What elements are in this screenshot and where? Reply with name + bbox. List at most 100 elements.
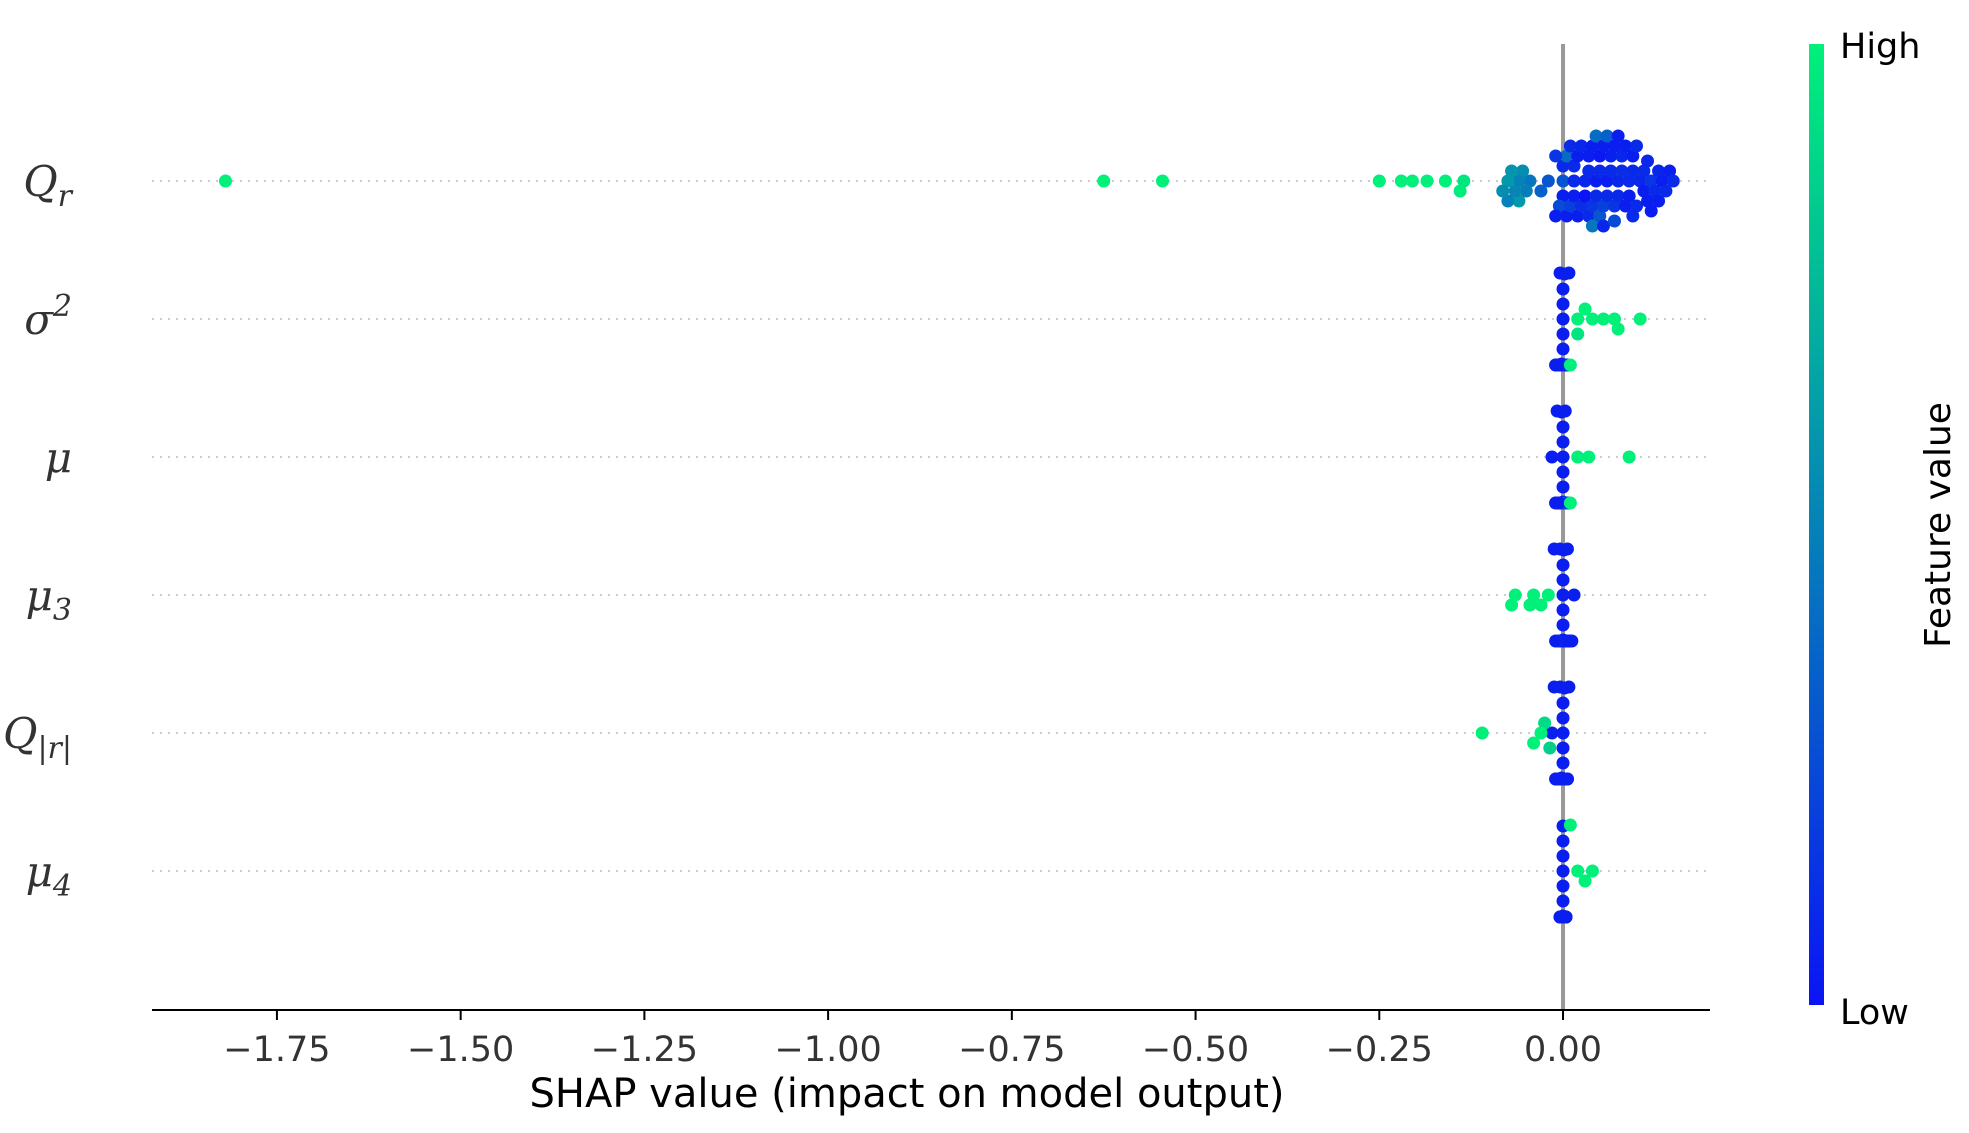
- shap-point: [1585, 864, 1599, 878]
- feature-label-subscript: r: [58, 179, 74, 214]
- shap-point: [1563, 496, 1577, 510]
- feature-label-base: Q: [3, 709, 37, 758]
- shap-point: [1618, 199, 1632, 213]
- shap-point: [1622, 189, 1636, 203]
- shap-point: [1547, 680, 1561, 694]
- shap-point: [1596, 199, 1610, 213]
- shap-point: [1571, 450, 1585, 464]
- shap-point: [1578, 874, 1592, 888]
- shap-point: [1508, 588, 1522, 602]
- shap-point: [1593, 164, 1607, 178]
- feature-label-subscript: 3: [53, 593, 72, 628]
- shap-point: [1438, 174, 1452, 188]
- row-gridlines: [152, 180, 1710, 872]
- shap-point: [1556, 282, 1570, 296]
- shap-point: [1550, 404, 1564, 418]
- feature-label-base: μ: [26, 847, 53, 896]
- shap-point: [1571, 327, 1585, 341]
- shap-point: [1563, 199, 1577, 213]
- shap-point: [1622, 174, 1636, 188]
- shap-point: [1596, 139, 1610, 153]
- shap-point: [1567, 174, 1581, 188]
- shap-point: [1523, 598, 1537, 612]
- shap-point: [1549, 209, 1563, 223]
- shap-point: [1641, 194, 1655, 208]
- shap-point: [1394, 174, 1408, 188]
- shap-point: [1541, 588, 1555, 602]
- shap-point: [1611, 129, 1625, 143]
- shap-point: [1556, 849, 1570, 863]
- shap-point: [1604, 164, 1618, 178]
- shap-point: [1567, 189, 1581, 203]
- shap-points: [218, 129, 1680, 924]
- shap-point: [1534, 598, 1548, 612]
- feature-label-base: Q: [23, 157, 57, 206]
- shap-point: [1534, 184, 1548, 198]
- shap-point: [1644, 174, 1658, 188]
- shap-point: [1571, 312, 1585, 326]
- shap-point: [1615, 149, 1629, 163]
- colorbar: [1809, 44, 1824, 1005]
- shap-point: [1585, 219, 1599, 233]
- shap-point: [1512, 174, 1526, 188]
- shap-point: [1538, 716, 1552, 730]
- feature-label-superscript: 2: [52, 289, 72, 324]
- shap-point: [1589, 174, 1603, 188]
- shap-point: [1611, 174, 1625, 188]
- shap-point: [1496, 184, 1510, 198]
- x-tick-label: −0.50: [1142, 1030, 1249, 1070]
- shap-point: [1556, 618, 1570, 632]
- x-tick-label: −1.50: [407, 1030, 514, 1070]
- shap-point: [1637, 164, 1651, 178]
- shap-point: [1097, 174, 1111, 188]
- shap-point: [1641, 154, 1655, 168]
- shap-point: [1501, 194, 1515, 208]
- x-tick-label: −1.00: [774, 1030, 881, 1070]
- shap-point: [1596, 219, 1610, 233]
- shap-point: [1571, 864, 1585, 878]
- shap-point: [1519, 184, 1533, 198]
- shap-point: [1534, 726, 1548, 740]
- shap-point: [1527, 736, 1541, 750]
- shap-point: [1585, 312, 1599, 326]
- shap-point: [1549, 772, 1563, 786]
- shap-point: [1633, 174, 1647, 188]
- feature-label: μ4: [26, 847, 72, 904]
- shap-point: [1560, 772, 1574, 786]
- shap-point: [1655, 174, 1669, 188]
- shap-point: [1556, 465, 1570, 479]
- colorbar-high-label: High: [1840, 27, 1920, 67]
- shap-point: [1556, 420, 1570, 434]
- shap-point: [1372, 174, 1386, 188]
- shap-point: [1626, 164, 1640, 178]
- shap-point: [1543, 741, 1557, 755]
- colorbar-low-label: Low: [1840, 993, 1909, 1033]
- feature-label: Qr: [23, 157, 73, 214]
- shap-point: [1582, 164, 1596, 178]
- shap-point: [1556, 342, 1570, 356]
- shap-point: [1420, 174, 1434, 188]
- shap-point: [1574, 139, 1588, 153]
- shap-point: [1560, 209, 1574, 223]
- feature-label: μ3: [26, 571, 72, 628]
- shap-point: [1565, 634, 1579, 648]
- shap-point: [1556, 756, 1570, 770]
- shap-point: [1475, 726, 1489, 740]
- shap-point: [1574, 199, 1588, 213]
- shap-point: [1549, 149, 1563, 163]
- shap-point: [1556, 726, 1570, 740]
- shap-point: [1663, 164, 1677, 178]
- shap-point: [1556, 450, 1570, 464]
- shap-point: [1615, 164, 1629, 178]
- shap-point: [1549, 358, 1563, 372]
- shap-point: [1527, 588, 1541, 602]
- shap-point: [1559, 910, 1573, 924]
- x-tick-label: −0.75: [958, 1030, 1065, 1070]
- feature-label-base: μ: [45, 433, 72, 482]
- shap-point: [1457, 174, 1471, 188]
- shap-point: [1501, 174, 1515, 188]
- shap-point: [1652, 164, 1666, 178]
- x-axis-ticks: −1.75 −1.50 −1.25 −1.00 −0.75 −0.50 −0.25 0.00: [223, 1010, 1602, 1070]
- shap-point: [1556, 588, 1570, 602]
- shap-point: [1600, 129, 1614, 143]
